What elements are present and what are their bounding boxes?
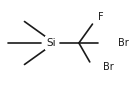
Text: Si: Si: [47, 38, 56, 48]
Text: Br: Br: [118, 38, 129, 48]
Text: F: F: [98, 12, 103, 22]
Text: Br: Br: [103, 62, 114, 72]
